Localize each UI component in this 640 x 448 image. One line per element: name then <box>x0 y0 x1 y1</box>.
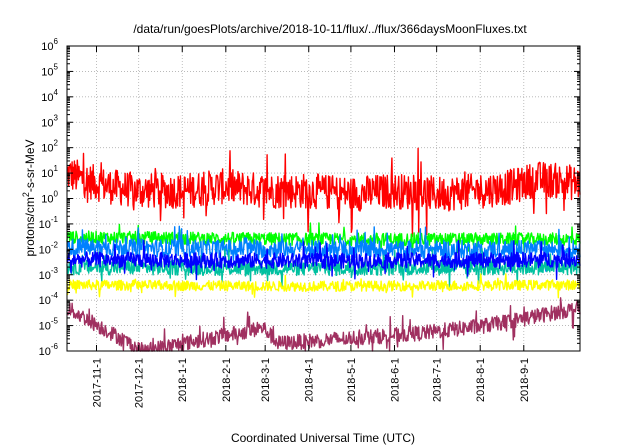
flux-series-line <box>66 225 581 273</box>
x-tick-label: 2018-1-1 <box>177 358 189 402</box>
y-tick-label: 100 <box>41 190 58 206</box>
x-axis-label: Coordinated Universal Time (UTC) <box>231 431 415 445</box>
x-tick-label: 2017-11-1 <box>92 358 104 407</box>
data-series <box>66 147 581 352</box>
y-tick-label: 106 <box>41 37 58 53</box>
x-tick-label: 2017-12-1 <box>134 358 146 408</box>
x-tick-label: 2018-8-1 <box>475 358 487 402</box>
x-axis-ticks: 2017-11-1 2017-12-1 2018-1-1 2018-2-1 2018-3… <box>92 46 531 408</box>
y-tick-label: 10-5 <box>39 317 59 333</box>
y-tick-label: 105 <box>41 62 58 78</box>
x-tick-label: 2018-9-1 <box>519 358 531 402</box>
flux-series-line <box>66 297 581 352</box>
flux-series-line <box>66 273 581 299</box>
flux-series-line <box>66 239 581 281</box>
y-tick-label: 103 <box>41 113 58 129</box>
y-axis-label: protons/cm2-s-sr-MeV <box>21 139 37 256</box>
y-tick-label: 102 <box>41 139 58 155</box>
y-tick-label: 10-6 <box>39 342 59 358</box>
x-tick-label: 2018-2-1 <box>221 358 233 402</box>
y-tick-label: 104 <box>41 88 58 104</box>
x-tick-label: 2018-5-1 <box>346 358 358 402</box>
y-axis-ticks: 10-6 10-5 10-4 10-3 10-2 10-1 100 101 102 103 104 1… <box>39 37 580 358</box>
y-tick-label: 101 <box>41 164 58 180</box>
flux-series-line <box>66 147 581 238</box>
y-tick-label: 10-4 <box>39 291 59 307</box>
x-tick-label: 2018-3-1 <box>260 358 272 402</box>
x-tick-label: 2018-6-1 <box>389 358 401 402</box>
y-tick-label: 10-3 <box>39 266 59 282</box>
x-tick-label: 2018-7-1 <box>432 358 444 402</box>
x-tick-label: 2018-4-1 <box>304 358 316 402</box>
y-tick-label: 10-1 <box>39 215 59 231</box>
chart-title: /data/run/goesPlots/archive/2018-10-11/f… <box>133 22 527 36</box>
flux-series-line <box>66 222 581 256</box>
y-tick-label: 10-2 <box>39 240 59 256</box>
